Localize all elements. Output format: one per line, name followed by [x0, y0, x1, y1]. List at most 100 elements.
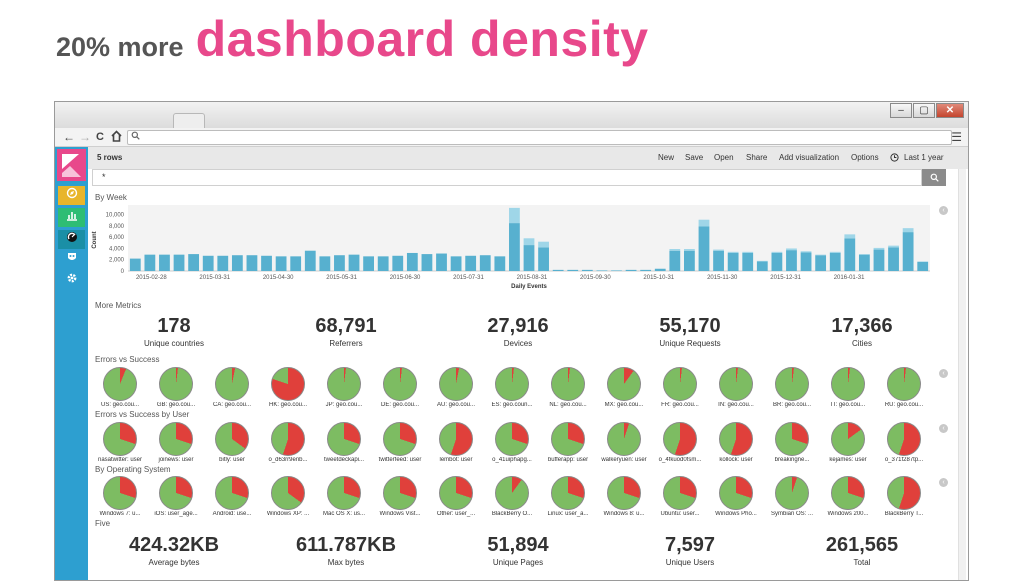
clock-icon[interactable] — [890, 153, 899, 163]
close-button[interactable]: ✕ — [936, 103, 964, 118]
metric-label: Unique Pages — [492, 558, 544, 567]
pie-chart[interactable]: BlackBerry O... — [485, 476, 539, 517]
pie-chart[interactable]: o_d63rr9enb... — [261, 422, 315, 463]
metric-referrers: 68,791 Referrers — [260, 314, 432, 348]
pie-chart[interactable]: DE: geo.cou... — [373, 367, 427, 408]
maximize-button[interactable]: ▢ — [913, 103, 935, 118]
pie-chart[interactable]: bufferapp: user — [541, 422, 595, 463]
chart-bar-segment — [873, 247, 885, 250]
pie-slices — [831, 476, 865, 510]
pie-chart[interactable]: JP: geo.cou... — [317, 367, 371, 408]
pie-chart[interactable]: twitterfeed: user — [373, 422, 427, 463]
dashboard-icon[interactable] — [58, 230, 85, 249]
scrollbar[interactable] — [958, 169, 966, 580]
pie-chart[interactable]: Other: user_... — [429, 476, 483, 517]
pie-label: Windows Vist... — [379, 511, 421, 517]
pie-chart[interactable]: NL: geo.cou... — [541, 367, 595, 408]
time-range[interactable]: Last 1 year — [904, 153, 944, 162]
pie-chart[interactable]: Symbian OS: ... — [765, 476, 819, 517]
chart-bar-segment — [742, 251, 754, 253]
pie-chart[interactable]: Mac OS X: us... — [317, 476, 371, 517]
pie-chart[interactable]: GB: geo.cou... — [149, 367, 203, 408]
menu-new[interactable]: New — [658, 153, 675, 162]
pie-chart[interactable]: AU: geo.cou... — [429, 367, 483, 408]
pie-chart[interactable]: BlackBerry T... — [877, 476, 931, 517]
chart-bar — [727, 252, 739, 271]
panel-collapse-chevron-icon[interactable]: ‹ — [939, 424, 948, 433]
pie-chart[interactable]: BR: geo.cou... — [765, 367, 819, 408]
menu-save[interactable]: Save — [685, 153, 704, 162]
browser-menu-icon[interactable]: ☰ — [951, 130, 962, 144]
discover-icon[interactable] — [58, 186, 85, 205]
pie-chart[interactable]: o_371f287tp... — [877, 422, 931, 463]
pie-chart[interactable]: RU: geo.cou... — [877, 367, 931, 408]
metric-unique-countries: 178 Unique countries — [88, 314, 260, 348]
pie-slices — [551, 367, 585, 401]
x-tick-label: 2015-10-31 — [643, 275, 674, 281]
menu-add-visualization[interactable]: Add visualization — [779, 153, 840, 162]
home-icon[interactable] — [111, 130, 122, 145]
chart-bar — [888, 247, 899, 271]
pie-chart[interactable]: Windows 7: u... — [93, 476, 147, 517]
pie-chart[interactable]: bitly: user — [205, 422, 259, 463]
pie-chart[interactable]: Android: use... — [205, 476, 259, 517]
chart-bar — [246, 255, 258, 271]
new-tab-button[interactable] — [173, 113, 205, 128]
pie-chart[interactable]: Linux: user_a... — [541, 476, 595, 517]
menu-open[interactable]: Open — [714, 153, 734, 162]
pie-chart[interactable]: kejames: user — [821, 422, 875, 463]
pie-chart[interactable]: Windows Pho... — [709, 476, 763, 517]
address-bar[interactable] — [127, 130, 952, 145]
chart-bar-segment — [858, 254, 870, 255]
minimize-button[interactable]: – — [890, 103, 912, 118]
pie-chart[interactable]: breakingne... — [765, 422, 819, 463]
chart-bar — [829, 252, 841, 271]
pie-chart[interactable]: Windows 8: u... — [597, 476, 651, 517]
pie-chart[interactable]: IT: geo.cou... — [821, 367, 875, 408]
chart-bar — [129, 258, 141, 271]
chart-bar — [479, 255, 491, 271]
pie-chart[interactable]: MX: geo.cou... — [597, 367, 651, 408]
pie-chart[interactable]: Windows Vist... — [373, 476, 427, 517]
pie-chart[interactable]: joinews: user — [149, 422, 203, 463]
gear-icon[interactable] — [58, 271, 85, 290]
pie-chart[interactable]: IN: geo.cou... — [709, 367, 763, 408]
pie-chart[interactable]: CA: geo.cou... — [205, 367, 259, 408]
pie-chart[interactable]: iOS: user_age... — [149, 476, 203, 517]
pie-label: IN: geo.cou... — [718, 402, 754, 408]
panel-collapse-chevron-icon[interactable]: ‹ — [939, 369, 948, 378]
pie-chart[interactable]: kollock: user — [709, 422, 763, 463]
pie-chart[interactable]: Windows XP: ... — [261, 476, 315, 517]
chart-bar — [713, 250, 724, 271]
pie-chart[interactable]: Ubuntu: user... — [653, 476, 707, 517]
back-icon[interactable]: ← — [63, 130, 75, 144]
plugin-icon[interactable] — [58, 250, 85, 269]
query-input[interactable]: * — [92, 169, 922, 186]
pie-chart[interactable]: walkeryuen: user — [597, 422, 651, 463]
pie-chart[interactable]: FR: geo.cou... — [653, 367, 707, 408]
query-search-button[interactable] — [922, 169, 946, 186]
pie-chart[interactable]: lembot: user — [429, 422, 483, 463]
visualize-icon[interactable] — [58, 208, 85, 227]
reload-icon[interactable]: C — [96, 131, 104, 143]
panel-collapse-chevron-icon[interactable]: ‹ — [939, 206, 948, 215]
menu-options[interactable]: Options — [851, 153, 879, 162]
pie-chart[interactable]: ES: geo.coun... — [485, 367, 539, 408]
chart-bar-segment — [727, 251, 739, 253]
pie-chart[interactable]: HK: geo.cou... — [261, 367, 315, 408]
menu-share[interactable]: Share — [746, 153, 768, 162]
kibana-logo[interactable] — [57, 149, 86, 181]
pie-chart[interactable]: Windows 200... — [821, 476, 875, 517]
x-tick-label: 2015-12-31 — [770, 275, 801, 281]
pie-chart[interactable]: US: geo.cou... — [93, 367, 147, 408]
pie-chart[interactable]: nasatwitter: user — [93, 422, 147, 463]
chart-bar-segment — [713, 249, 724, 251]
pie-chart[interactable]: o_4fkuod0fsm... — [653, 422, 707, 463]
pie-slices — [775, 367, 809, 401]
chart-bar — [625, 269, 637, 271]
pie-chart[interactable]: tweetdeckapi... — [317, 422, 371, 463]
forward-icon[interactable]: → — [79, 130, 91, 144]
pie-label: lembot: user — [439, 457, 473, 463]
panel-collapse-chevron-icon[interactable]: ‹ — [939, 478, 948, 487]
pie-chart[interactable]: o_41uiphapg... — [485, 422, 539, 463]
